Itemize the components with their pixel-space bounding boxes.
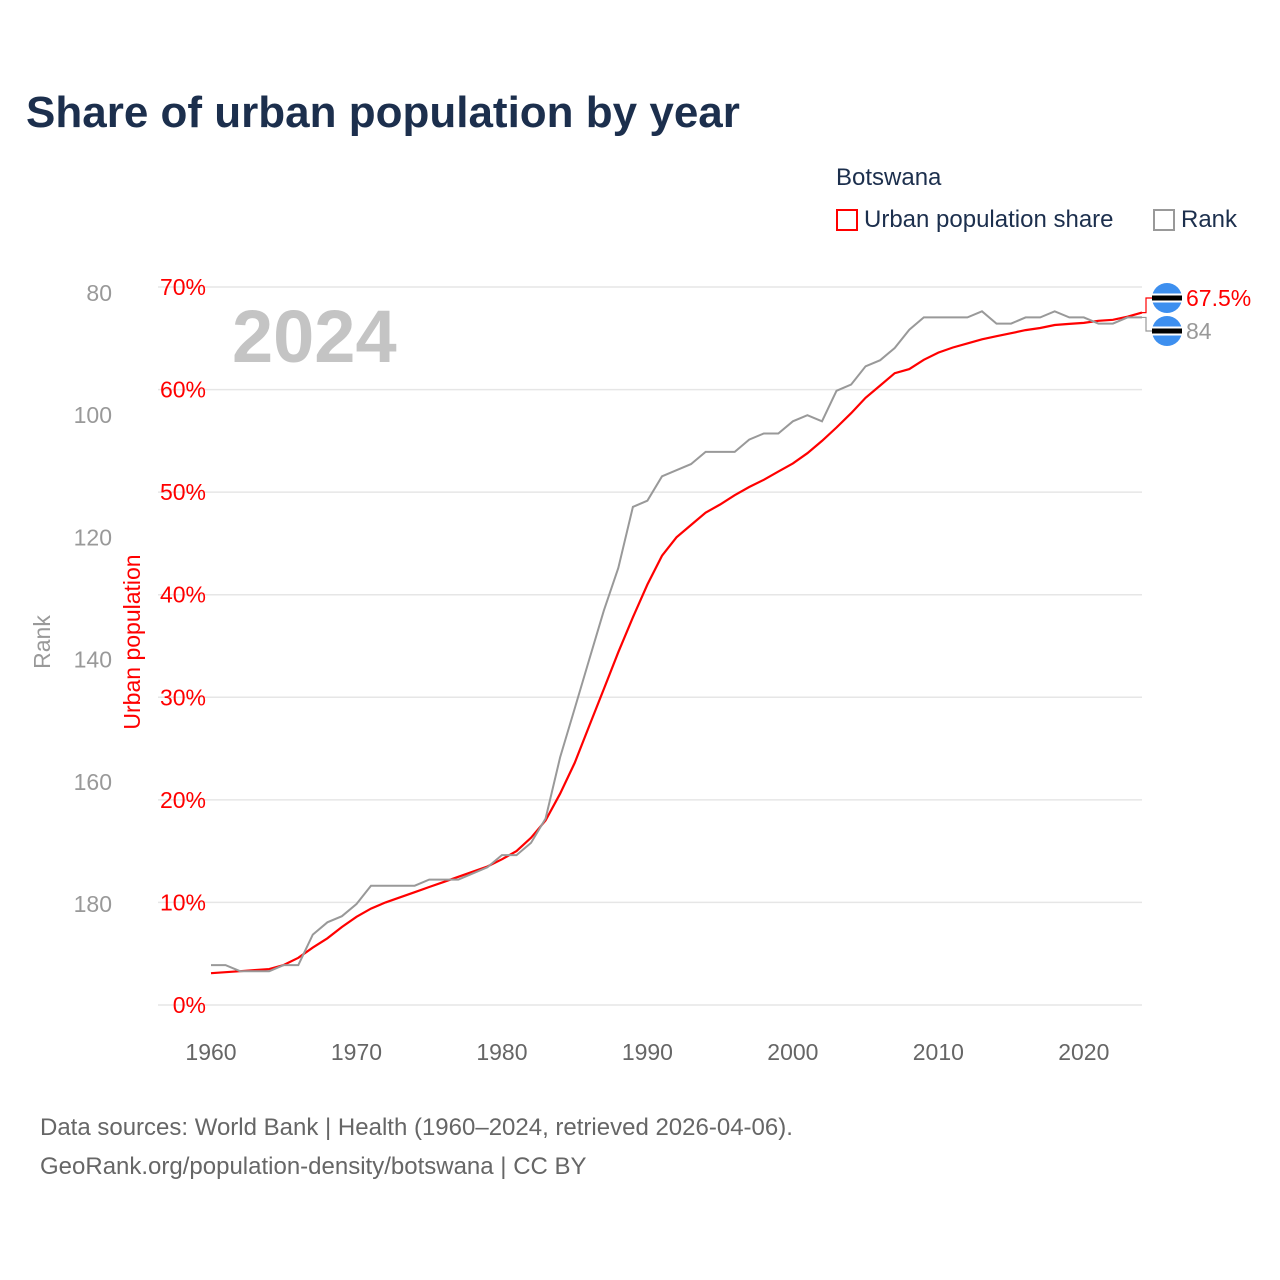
- end-connector: [1142, 297, 1154, 314]
- right-axis-tick-label: 70%: [160, 274, 206, 300]
- left-axis-tick-label: 80: [86, 280, 112, 306]
- right-axis-label: Urban population: [119, 554, 145, 729]
- legend-item-rank[interactable]: Rank: [1153, 206, 1237, 234]
- x-axis-tick-label: 1980: [476, 1039, 527, 1065]
- footer: Data sources: World Bank | Health (1960–…: [40, 1108, 793, 1186]
- legend-label-urban: Urban population share: [864, 206, 1114, 233]
- x-axis-tick-label: 2000: [767, 1039, 818, 1065]
- right-axis-tick-label: 50%: [160, 479, 206, 505]
- rank-line: [211, 310, 1142, 973]
- right-axis-tick-label: 10%: [160, 889, 206, 915]
- chart-title: Share of urban population by year: [26, 88, 740, 137]
- left-axis-tick-label: 140: [74, 647, 112, 673]
- x-axis-tick-label: 1990: [622, 1039, 673, 1065]
- urban-end-value: 67.5%: [1186, 285, 1251, 311]
- data-source: Data sources: World Bank | Health (1960–…: [40, 1114, 793, 1141]
- x-axis-tick-label: 2020: [1058, 1039, 1109, 1065]
- right-axis-tick-label: 40%: [160, 582, 206, 608]
- right-axis-tick-label: 30%: [160, 684, 206, 710]
- right-axis-tick-label: 60%: [160, 377, 206, 403]
- legend-title: Botswana: [836, 164, 942, 191]
- flag-stripe-black: [1152, 328, 1182, 334]
- urban-share-line: [210, 311, 1143, 975]
- left-axis-tick-label: 160: [74, 769, 112, 795]
- left-axis-tick-label: 120: [74, 524, 112, 550]
- left-axis-label: Rank: [29, 615, 55, 669]
- year-label: 2024: [232, 295, 397, 378]
- x-axis-tick-label: 1960: [185, 1039, 236, 1065]
- x-axis-tick-label: 1970: [331, 1039, 382, 1065]
- legend-item-urban[interactable]: Urban population share: [836, 206, 1114, 234]
- left-axis-tick-label: 100: [74, 402, 112, 428]
- legend-swatch-urban: [836, 209, 858, 231]
- end-connector: [1142, 316, 1154, 332]
- legend-label-rank: Rank: [1181, 206, 1238, 233]
- right-axis-tick-label: 0%: [173, 992, 206, 1018]
- legend-swatch-rank: [1153, 209, 1175, 231]
- right-axis-tick-label: 20%: [160, 787, 206, 813]
- rank-end-value: 84: [1186, 318, 1212, 344]
- flag-stripe-black: [1152, 295, 1182, 301]
- left-axis-tick-label: 180: [74, 891, 112, 917]
- source-link[interactable]: GeoRank.org/population-density/botswana …: [40, 1153, 587, 1180]
- x-axis-tick-label: 2010: [913, 1039, 964, 1065]
